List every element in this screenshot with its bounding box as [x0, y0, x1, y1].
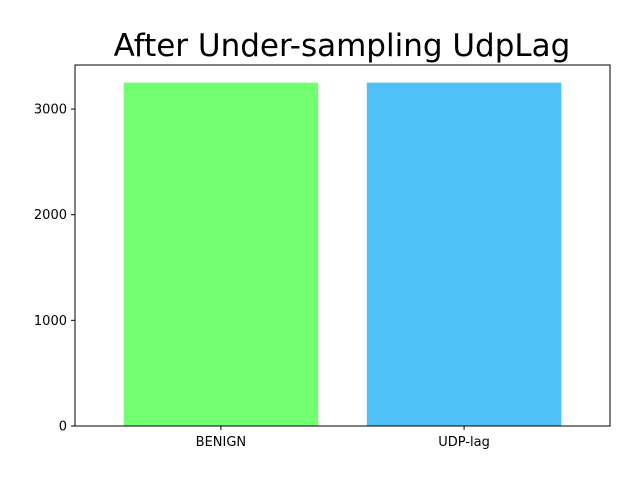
- x-tick-label: BENIGN: [196, 435, 247, 450]
- bar-udp-lag: [366, 82, 562, 427]
- chart-title: After Under-sampling UdpLag: [114, 28, 571, 64]
- y-tick-label: 1000: [34, 314, 67, 329]
- plot-frame: [74, 64, 611, 427]
- y-tick-label: 3000: [34, 103, 67, 118]
- x-axis-ticks: BENIGN UDP-lag: [196, 426, 490, 450]
- y-tick-label: 2000: [34, 208, 67, 223]
- bars-group: [123, 82, 562, 427]
- y-tick-label: 0: [59, 420, 67, 435]
- bar-benign: [123, 82, 319, 427]
- x-tick-label: UDP-lag: [438, 435, 490, 450]
- y-axis-ticks: 0 1000 2000 3000: [34, 103, 75, 435]
